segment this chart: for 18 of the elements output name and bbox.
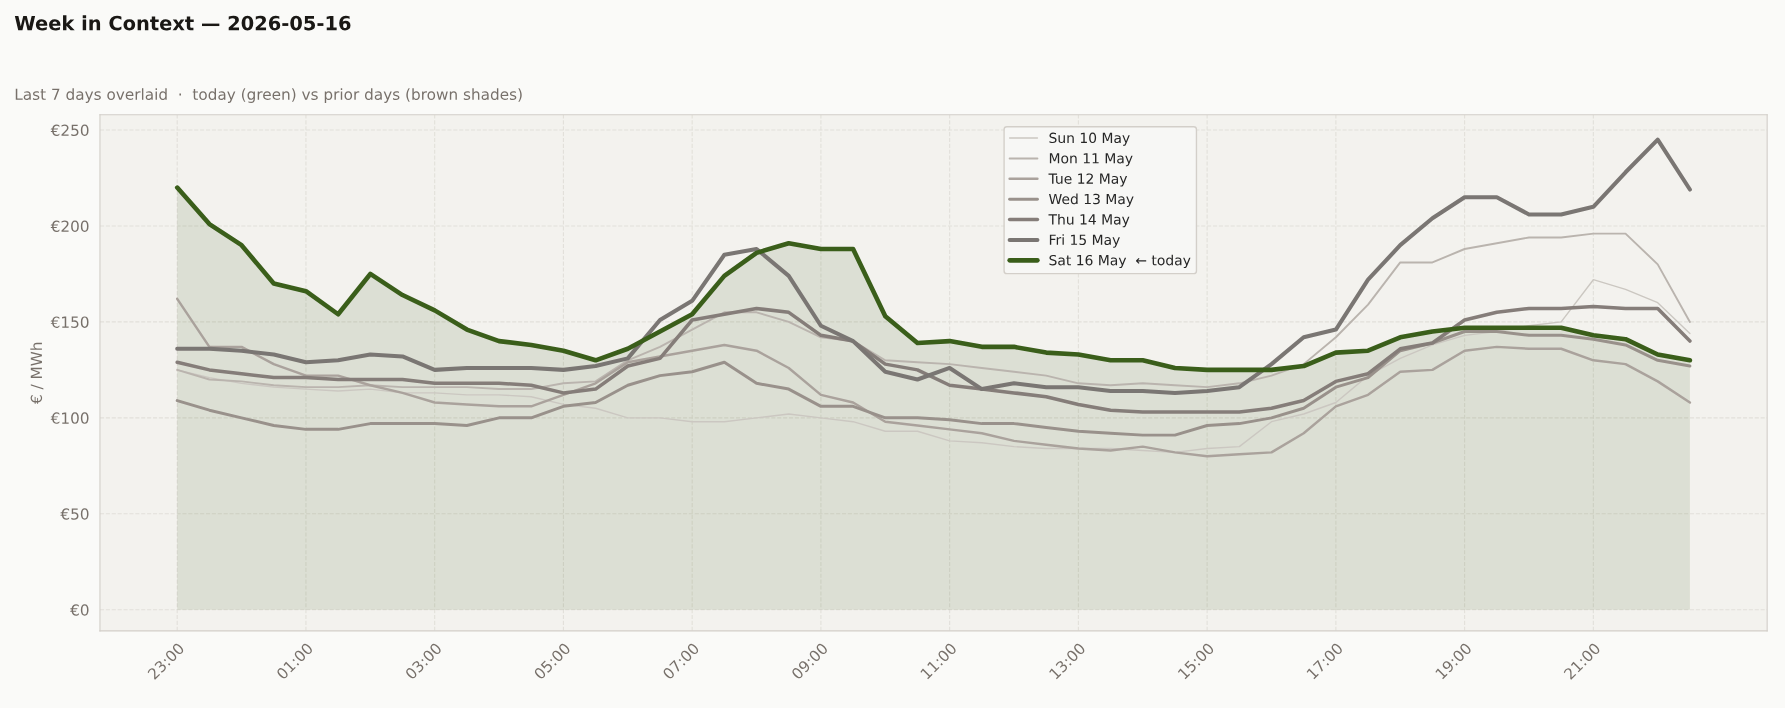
y-tick-label: €150 (50, 316, 89, 328)
legend-label: Fri 15 May (1049, 234, 1120, 248)
legend-label: Tue 12 May (1048, 173, 1128, 187)
y-tick-label: €200 (50, 220, 89, 232)
chart-subtitle: Last 7 days overlaid · today (green) vs prior days (brown shades) (15, 88, 522, 103)
chart-title: Week in Context — 2026-05-16 (14, 15, 351, 31)
legend-label: Mon 11 May (1049, 153, 1133, 167)
legend-label: Sat 16 May ← today (1049, 254, 1191, 269)
y-axis-title: € / MWh (30, 342, 44, 405)
y-tick-label: €0 (70, 604, 89, 616)
legend-label: Sun 10 May (1049, 132, 1130, 146)
y-tick-label: €100 (50, 412, 89, 424)
legend-label: Wed 13 May (1049, 193, 1134, 207)
y-tick-label: €50 (60, 508, 89, 520)
line-series (175, 330, 1692, 437)
y-tick-label: €250 (50, 124, 89, 137)
line-series (176, 232, 1691, 391)
legend-label: Thu 14 May (1048, 213, 1130, 228)
